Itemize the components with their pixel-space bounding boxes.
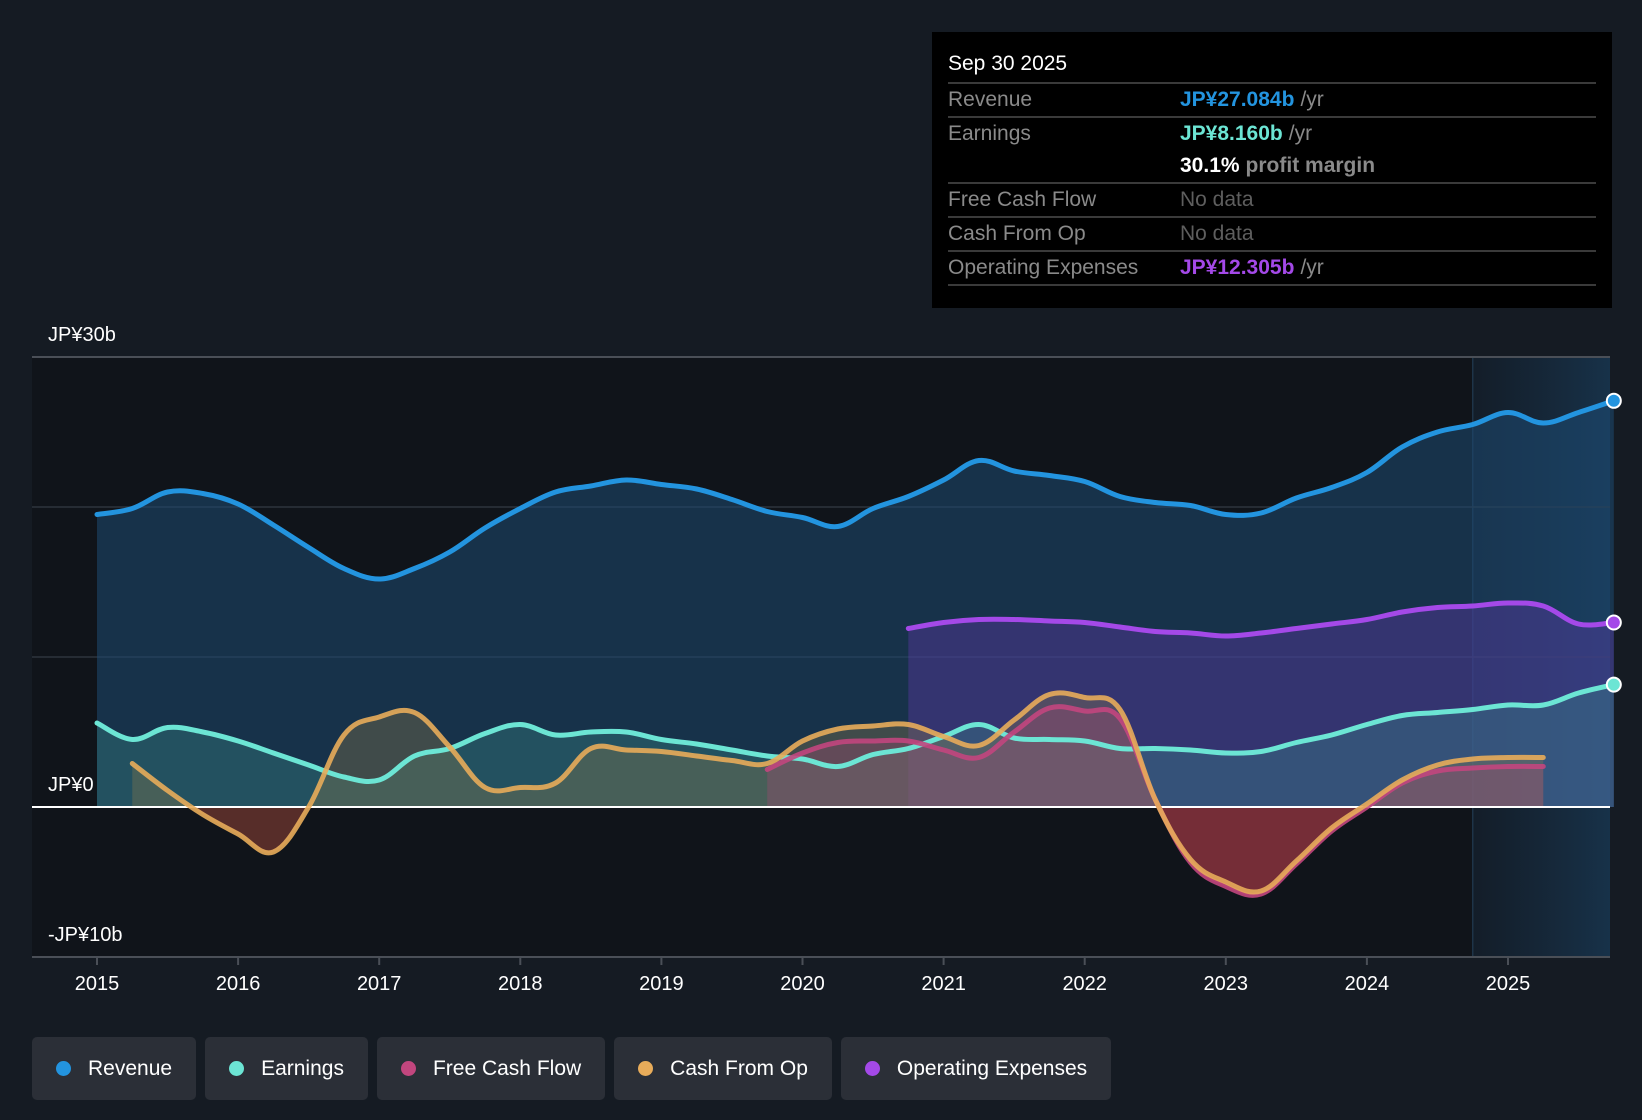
revenue-area	[97, 400, 1614, 807]
tooltip-row-free-cash-flow: Free Cash Flow No data	[948, 184, 1596, 218]
revenue-dot-icon	[56, 1061, 71, 1076]
cash-from-op-negative-area	[132, 807, 1544, 892]
legend-item-cash-from-op[interactable]: Cash From Op	[614, 1037, 832, 1100]
tooltip-unit: /yr	[1300, 256, 1324, 279]
revenue-end-marker	[1605, 392, 1622, 409]
y-axis-label: -JP¥10b	[48, 924, 123, 946]
legend-label: Operating Expenses	[896, 1056, 1088, 1080]
tooltip-date: Sep 30 2025	[948, 46, 1596, 84]
tooltip-label: Operating Expenses	[948, 256, 1139, 279]
tooltip-value: JP¥27.084b	[1180, 88, 1295, 111]
tooltip-unit: /yr	[1300, 88, 1324, 111]
x-tick-label: 2025	[1486, 973, 1531, 995]
tooltip-row-profit-margin: 30.1% profit margin	[948, 150, 1596, 184]
tooltip-label: Revenue	[948, 88, 1033, 111]
tooltip-row-operating-expenses: Operating Expenses JP¥12.305b/yr	[948, 252, 1596, 286]
tooltip-row-cash-from-op: Cash From Op No data	[948, 218, 1596, 252]
tooltip-value: JP¥12.305b	[1180, 256, 1295, 279]
earnings-dot-icon	[229, 1061, 245, 1076]
profit-margin-value: 30.1%	[1180, 154, 1240, 177]
y-axis-label: JP¥0	[48, 774, 94, 796]
legend-label: Free Cash Flow	[432, 1056, 582, 1080]
legend-label: Revenue	[88, 1056, 173, 1080]
operating-expenses-line	[905, 600, 1617, 639]
earnings-end-marker	[1605, 676, 1622, 693]
x-tick-label: 2016	[216, 973, 261, 995]
tooltip-nodata: No data	[1180, 188, 1254, 211]
tooltip: Sep 30 2025 Revenue JP¥27.084b/yr Earnin…	[932, 32, 1612, 308]
legend: Revenue Earnings Free Cash Flow Cash Fro…	[32, 1037, 1112, 1100]
tooltip-label: Earnings	[948, 122, 1031, 145]
free-cash-flow-dot-icon	[400, 1061, 416, 1076]
cash-from-op-line	[129, 690, 1546, 895]
legend-label: Cash From Op	[670, 1056, 808, 1080]
cash-from-op-dot-icon	[638, 1061, 654, 1076]
x-tick-label: 2018	[498, 973, 543, 995]
tooltip-unit: /yr	[1288, 122, 1313, 145]
legend-item-operating-expenses[interactable]: Operating Expenses	[840, 1037, 1112, 1100]
legend-label: Earnings	[261, 1056, 344, 1080]
operating-expenses-dot-icon	[864, 1061, 880, 1076]
tooltip-label: Free Cash Flow	[948, 188, 1097, 211]
tooltip-row-earnings: Earnings JP¥8.160b/yr	[948, 118, 1596, 150]
earnings-line	[94, 682, 1617, 785]
x-tick-label: 2019	[639, 973, 684, 995]
tooltip-nodata: No data	[1180, 222, 1254, 245]
legend-item-earnings[interactable]: Earnings	[205, 1037, 368, 1100]
x-tick-label: 2021	[921, 973, 966, 995]
legend-item-revenue[interactable]: Revenue	[32, 1037, 197, 1100]
tooltip-row-revenue: Revenue JP¥27.084b/yr	[948, 84, 1596, 118]
x-tick-label: 2017	[357, 973, 402, 995]
operating-expenses-end-marker	[1605, 614, 1622, 631]
operating-expenses-area	[908, 602, 1614, 807]
profit-margin-label: profit margin	[1245, 154, 1376, 177]
x-tick-label: 2022	[1062, 973, 1107, 995]
x-tick-label: 2020	[780, 973, 825, 995]
x-tick-label: 2024	[1345, 973, 1390, 995]
tooltip-label: Cash From Op	[948, 222, 1086, 245]
x-tick-label: 2015	[75, 973, 120, 995]
legend-item-free-cash-flow[interactable]: Free Cash Flow	[376, 1037, 606, 1100]
y-axis-label: JP¥30b	[48, 324, 116, 346]
tooltip-label	[948, 150, 1180, 182]
x-tick-label: 2023	[1204, 973, 1249, 995]
tooltip-value: JP¥8.160b	[1180, 122, 1283, 145]
revenue-line	[94, 398, 1617, 582]
cash-from-op-area	[132, 692, 1544, 893]
